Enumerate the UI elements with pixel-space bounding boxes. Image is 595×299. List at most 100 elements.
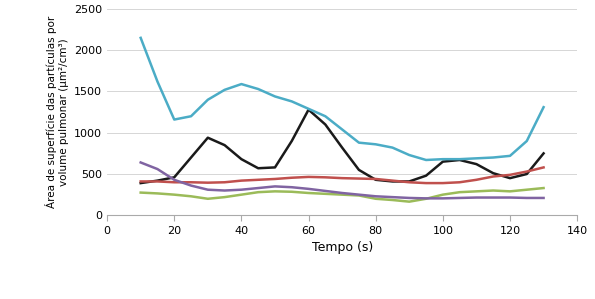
Másc. operador: [221, 88, 228, 91]
Másc. operador: [204, 98, 211, 102]
Y-axis label: Área de superfície das partículas por
volume pulmonar (μm²/cm³): Área de superfície das partículas por vo…: [45, 16, 68, 208]
Line: 100 cm: 100 cm: [140, 167, 544, 183]
Hote: [456, 196, 463, 200]
Másc. operador: [187, 115, 195, 118]
300 cm: [137, 191, 144, 194]
Line: 50 cm: 50 cm: [140, 110, 544, 183]
50 cm: [154, 179, 161, 182]
Hote: [322, 189, 329, 193]
300 cm: [171, 193, 178, 196]
100 cm: [422, 181, 430, 185]
50 cm: [221, 143, 228, 147]
300 cm: [154, 192, 161, 195]
300 cm: [271, 190, 278, 193]
Másc. operador: [540, 105, 547, 109]
Másc. operador: [456, 157, 463, 161]
100 cm: [389, 179, 396, 182]
50 cm: [456, 158, 463, 162]
Hote: [271, 184, 278, 188]
100 cm: [204, 181, 211, 184]
Hote: [171, 178, 178, 181]
50 cm: [540, 152, 547, 155]
50 cm: [523, 172, 530, 176]
Hote: [422, 196, 430, 200]
50 cm: [288, 139, 295, 143]
100 cm: [372, 177, 379, 181]
Hote: [255, 186, 262, 190]
Hote: [355, 193, 362, 196]
100 cm: [271, 177, 278, 181]
Másc. operador: [137, 36, 144, 40]
Másc. operador: [406, 153, 413, 157]
Hote: [238, 188, 245, 191]
X-axis label: Tempo (s): Tempo (s): [312, 241, 372, 254]
100 cm: [187, 181, 195, 184]
100 cm: [305, 175, 312, 179]
50 cm: [238, 157, 245, 161]
50 cm: [255, 167, 262, 170]
300 cm: [406, 200, 413, 203]
100 cm: [506, 173, 513, 177]
50 cm: [355, 168, 362, 172]
100 cm: [137, 180, 144, 183]
300 cm: [355, 194, 362, 197]
100 cm: [523, 170, 530, 173]
300 cm: [456, 190, 463, 194]
100 cm: [473, 178, 480, 181]
100 cm: [355, 177, 362, 180]
100 cm: [406, 181, 413, 184]
100 cm: [255, 178, 262, 181]
50 cm: [339, 146, 346, 150]
100 cm: [221, 181, 228, 184]
Másc. operador: [305, 107, 312, 111]
300 cm: [372, 197, 379, 201]
100 cm: [456, 181, 463, 184]
300 cm: [322, 192, 329, 196]
Másc. operador: [154, 80, 161, 83]
50 cm: [137, 181, 144, 185]
Másc. operador: [490, 156, 497, 159]
50 cm: [187, 156, 195, 159]
300 cm: [305, 191, 312, 195]
Hote: [154, 167, 161, 171]
50 cm: [506, 176, 513, 180]
300 cm: [221, 195, 228, 199]
Line: Másc. operador: Másc. operador: [140, 38, 544, 160]
100 cm: [439, 181, 446, 185]
Hote: [523, 196, 530, 200]
300 cm: [506, 190, 513, 193]
Line: 300 cm: 300 cm: [140, 188, 544, 202]
300 cm: [540, 186, 547, 190]
Másc. operador: [322, 115, 329, 118]
Hote: [204, 188, 211, 191]
50 cm: [439, 160, 446, 164]
Másc. operador: [171, 118, 178, 121]
50 cm: [171, 176, 178, 179]
Hote: [221, 189, 228, 192]
50 cm: [490, 171, 497, 175]
Másc. operador: [271, 95, 278, 98]
100 cm: [339, 176, 346, 180]
Másc. operador: [523, 139, 530, 143]
Másc. operador: [389, 146, 396, 150]
Hote: [305, 187, 312, 191]
300 cm: [422, 197, 430, 201]
300 cm: [339, 193, 346, 196]
Hote: [540, 196, 547, 200]
100 cm: [288, 176, 295, 179]
300 cm: [204, 197, 211, 201]
Hote: [406, 196, 413, 200]
Hote: [506, 196, 513, 199]
Másc. operador: [372, 143, 379, 146]
Másc. operador: [238, 82, 245, 86]
50 cm: [204, 136, 211, 140]
100 cm: [171, 181, 178, 184]
50 cm: [422, 174, 430, 178]
Hote: [339, 191, 346, 195]
Hote: [288, 185, 295, 189]
100 cm: [490, 175, 497, 178]
Másc. operador: [339, 128, 346, 131]
300 cm: [389, 198, 396, 202]
50 cm: [406, 180, 413, 183]
Másc. operador: [288, 100, 295, 103]
